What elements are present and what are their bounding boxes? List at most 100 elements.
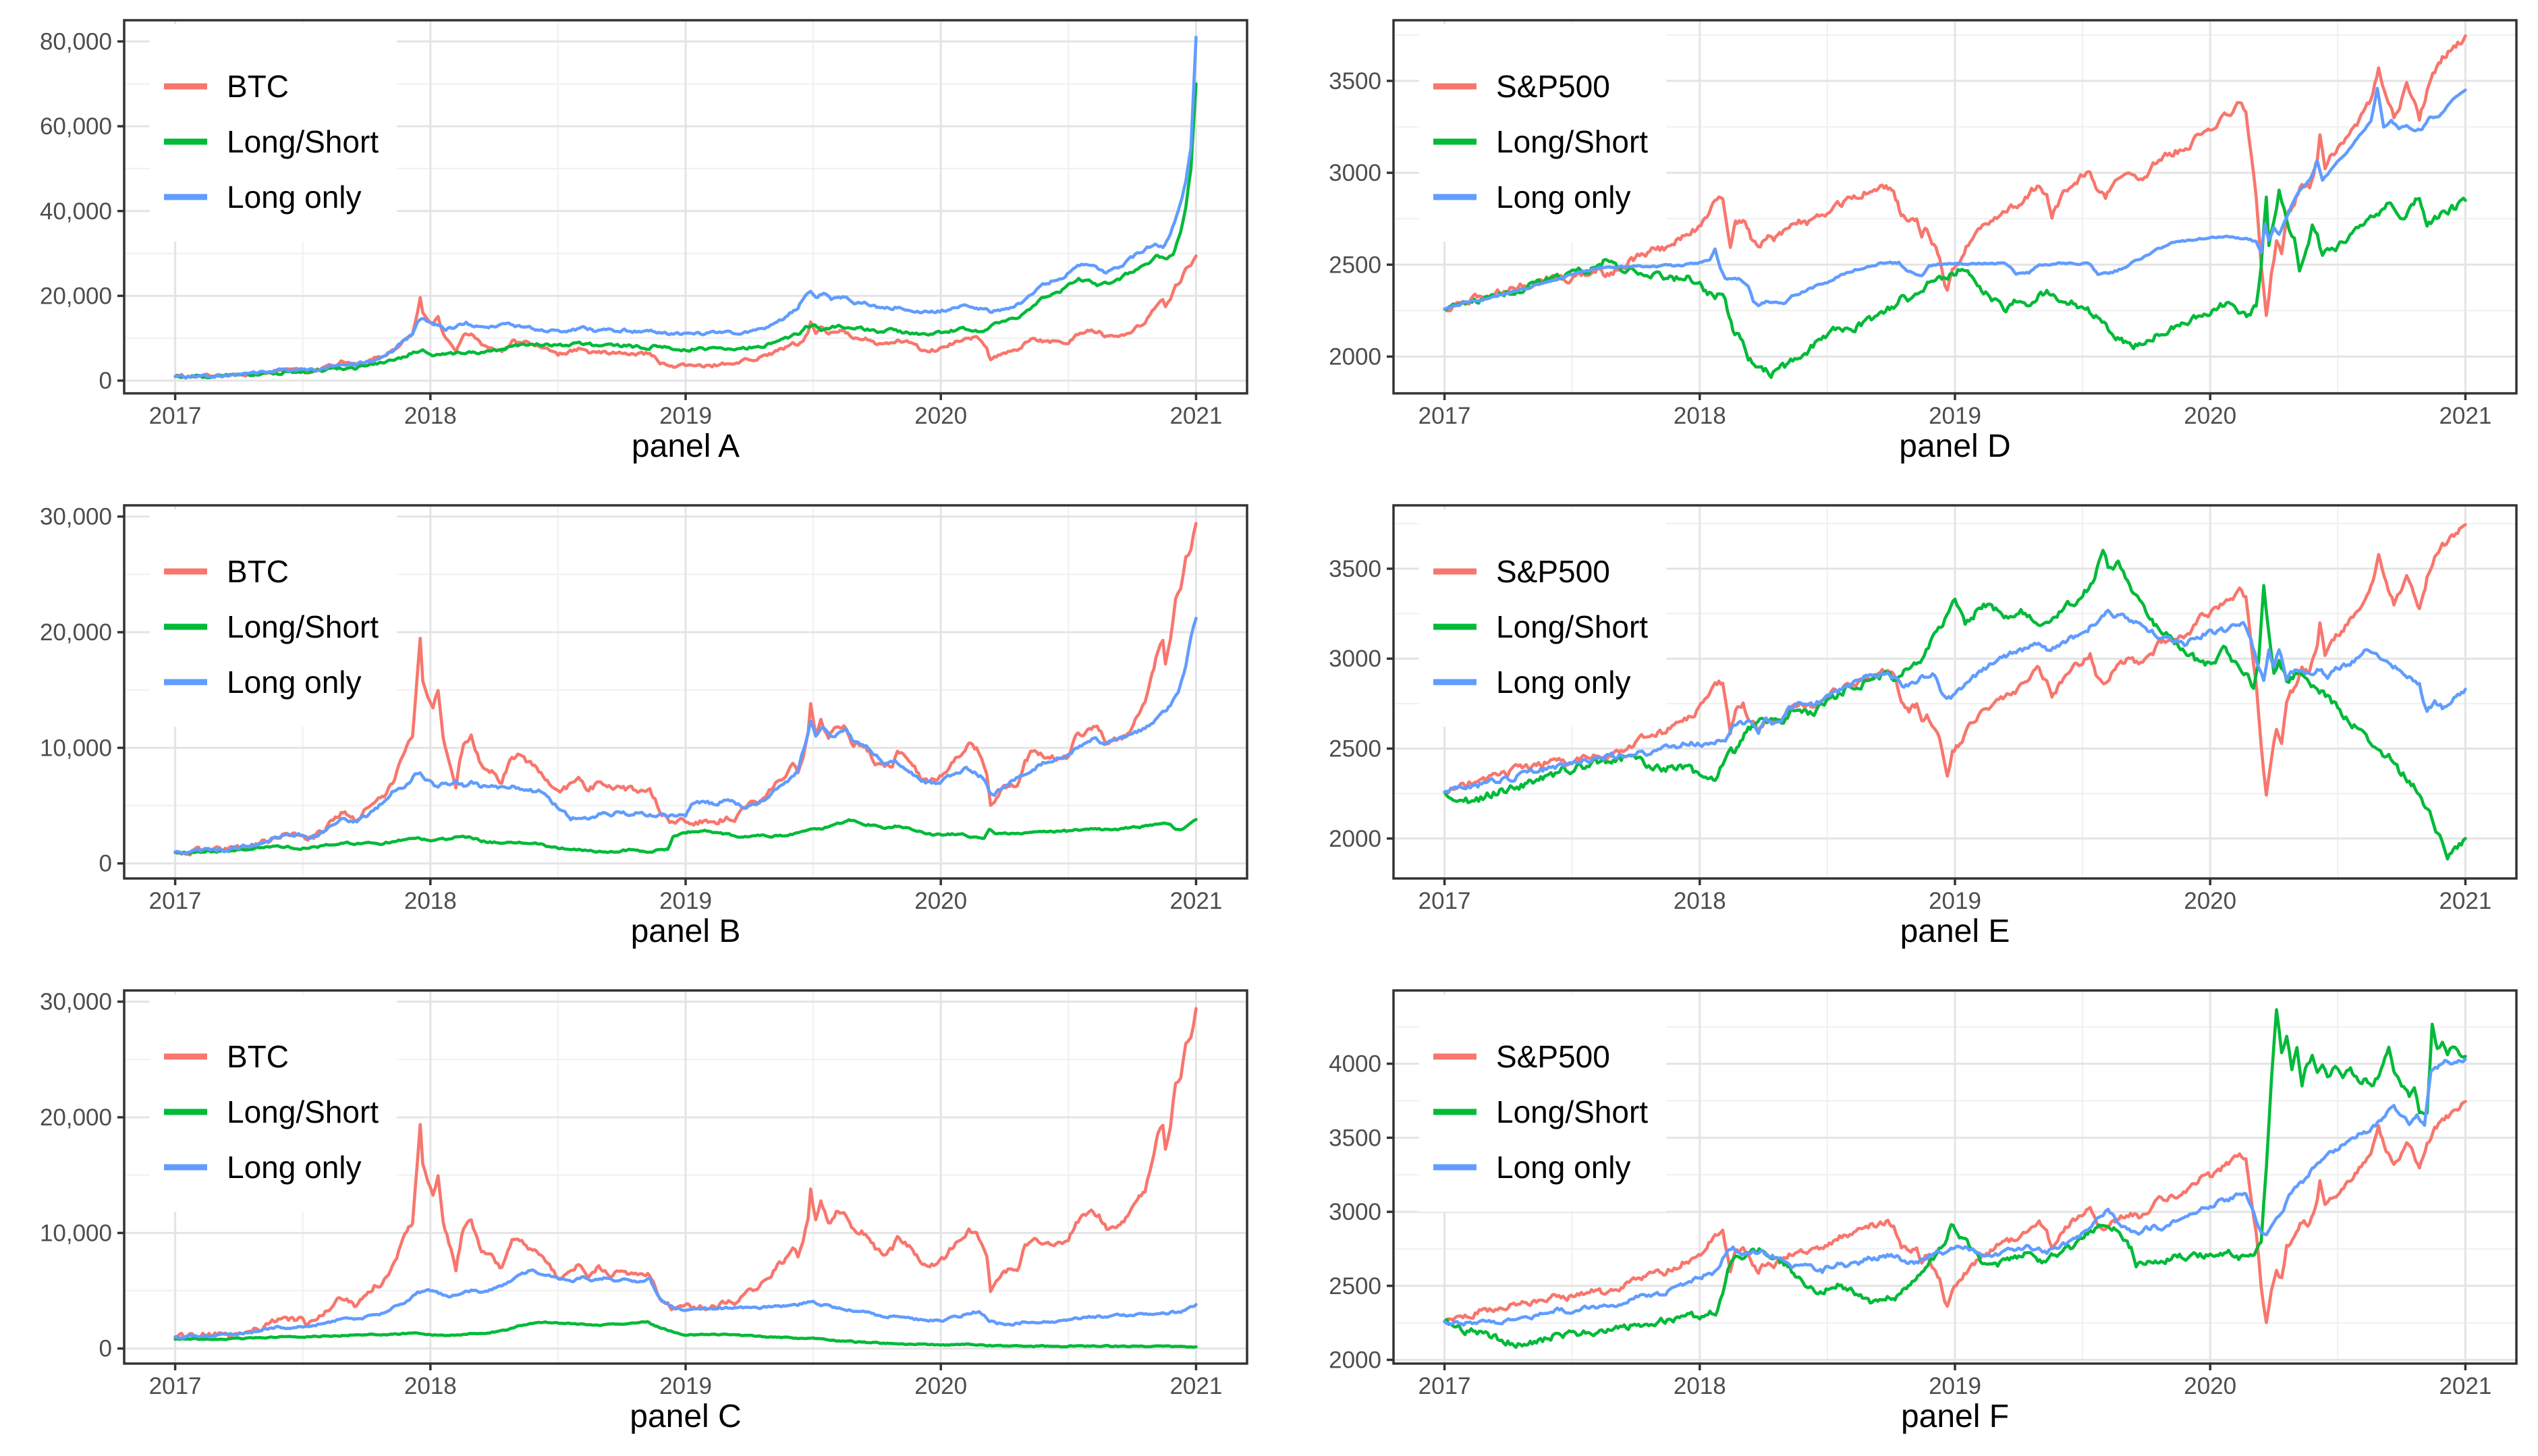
legend: BTC Long/Short Long only	[150, 24, 397, 242]
legend-item-long-short: Long/Short	[164, 124, 379, 159]
y-tick-label: 0	[99, 851, 112, 877]
legend: S&P500 Long/Short Long only	[1419, 509, 1666, 727]
legend-item-s-p500: S&P500	[1433, 69, 1610, 104]
series-line-long-short	[1443, 1008, 2467, 1349]
y-tick-label: 10,000	[40, 1220, 112, 1246]
legend: BTC Long/Short Long only	[150, 509, 397, 727]
x-tick-label: 2020	[2184, 1373, 2236, 1399]
series-line-long-only	[1443, 609, 2467, 794]
panel-caption-d: panel D	[1899, 428, 2010, 464]
chart-panel-d: S&P500 Long/Short Long only 2017 2018 2019 202…	[1269, 0, 2538, 485]
legend-label: Long/Short	[227, 1094, 379, 1129]
legend-item-s-p500: S&P500	[1433, 1039, 1610, 1074]
legend-label: Long only	[1496, 179, 1631, 215]
x-tick-label: 2017	[149, 888, 202, 914]
x-tick-label: 2021	[2439, 888, 2491, 914]
x-tick-label: 2017	[149, 1373, 202, 1399]
x-tick-label: 2019	[659, 403, 712, 429]
x-tick-label: 2017	[149, 403, 202, 429]
legend-item-long-only: Long only	[164, 665, 362, 700]
series-line-long-only	[1443, 86, 2467, 311]
series-line-s-p500	[1443, 1100, 2467, 1324]
legend-item-long-short: Long/Short	[1433, 1094, 1648, 1129]
x-tick-label: 2019	[659, 1373, 712, 1399]
legend-item-btc: BTC	[164, 1039, 289, 1074]
y-tick-label: 0	[99, 368, 112, 394]
legend-label: S&P500	[1496, 69, 1610, 104]
series-group	[173, 1007, 1198, 1349]
series-group	[173, 35, 1198, 380]
series-line-long-short	[173, 1320, 1198, 1349]
panel-caption-b: panel B	[631, 914, 741, 949]
legend-item-long-short: Long/Short	[164, 1094, 379, 1129]
series-line-long-only	[173, 35, 1198, 379]
y-tick-label: 20,000	[40, 283, 112, 310]
legend-background	[150, 995, 397, 1212]
x-tick-label: 2018	[404, 403, 457, 429]
panel-F: S&P500 Long/Short Long only 2017 2018 2019 202…	[1269, 970, 2538, 1455]
legend-label: S&P500	[1496, 554, 1610, 589]
x-tick-label: 2018	[1674, 1373, 1726, 1399]
y-tick-label: 60,000	[40, 113, 112, 140]
legend-item-long-short: Long/Short	[164, 609, 379, 644]
series-line-long-short	[173, 82, 1198, 380]
x-tick-label: 2018	[1674, 403, 1726, 429]
axes: 2017 2018 2019 2020 2021 2000 2500 3000 3500 4000	[1329, 1051, 2491, 1399]
x-tick-label: 2018	[1674, 888, 1726, 914]
panel-caption-f: panel F	[1901, 1399, 2009, 1434]
series-group	[1443, 34, 2467, 379]
legend: S&P500 Long/Short Long only	[1419, 995, 1666, 1212]
x-tick-label: 2020	[2184, 888, 2236, 914]
x-tick-label: 2018	[404, 1373, 457, 1399]
y-tick-label: 20,000	[40, 619, 112, 646]
y-tick-label: 10,000	[40, 735, 112, 761]
chart-panel-f: S&P500 Long/Short Long only 2017 2018 2019 202…	[1269, 970, 2538, 1455]
x-tick-label: 2020	[914, 1373, 967, 1399]
x-tick-label: 2020	[914, 888, 967, 914]
legend-item-btc: BTC	[164, 554, 289, 589]
legend-label: Long/Short	[227, 124, 379, 159]
x-tick-label: 2021	[1169, 403, 1222, 429]
panel-D: S&P500 Long/Short Long only 2017 2018 2019 202…	[1269, 0, 2538, 485]
y-tick-label: 3000	[1329, 160, 1381, 186]
y-tick-label: 2500	[1329, 252, 1381, 278]
axes: 2017 2018 2019 2020 2021 2000 2500 3000 3500	[1329, 68, 2491, 429]
y-tick-label: 80,000	[40, 28, 112, 55]
y-tick-label: 2000	[1329, 826, 1381, 852]
series-group	[173, 522, 1198, 857]
series-group	[1443, 1008, 2467, 1349]
y-tick-label: 3500	[1329, 68, 1381, 94]
legend-item-s-p500: S&P500	[1433, 554, 1610, 589]
panel-caption-e: panel E	[1900, 914, 2010, 949]
y-tick-label: 40,000	[40, 198, 112, 225]
panel-A: BTC Long/Short Long only 2017 2018 2019 2020 20…	[0, 0, 1269, 485]
y-tick-label: 3500	[1329, 556, 1381, 582]
x-tick-label: 2021	[2439, 1373, 2491, 1399]
x-tick-label: 2021	[2439, 403, 2491, 429]
y-tick-label: 2000	[1329, 1347, 1381, 1374]
x-tick-label: 2019	[1929, 1373, 1981, 1399]
legend-background	[150, 509, 397, 727]
series-line-long-only	[173, 1268, 1198, 1340]
x-tick-label: 2019	[1929, 888, 1981, 914]
series-group	[1443, 523, 2467, 861]
panel-caption-c: panel C	[630, 1399, 741, 1434]
x-tick-label: 2019	[659, 888, 712, 914]
legend-label: Long/Short	[1496, 124, 1648, 159]
legend-label: Long/Short	[227, 609, 379, 644]
series-line-btc	[173, 1007, 1198, 1341]
legend-item-long-only: Long only	[1433, 665, 1631, 700]
legend-item-long-only: Long only	[164, 179, 362, 215]
legend-item-long-short: Long/Short	[1433, 609, 1648, 644]
axes: 2017 2018 2019 2020 2021 0 20,000 40,000 60,000 8…	[40, 28, 1222, 429]
legend-item-long-short: Long/Short	[1433, 124, 1648, 159]
x-tick-label: 2020	[914, 403, 967, 429]
legend-background	[1419, 509, 1666, 727]
y-tick-label: 2500	[1329, 736, 1381, 762]
series-line-btc	[173, 254, 1198, 380]
legend-label: BTC	[227, 554, 289, 589]
